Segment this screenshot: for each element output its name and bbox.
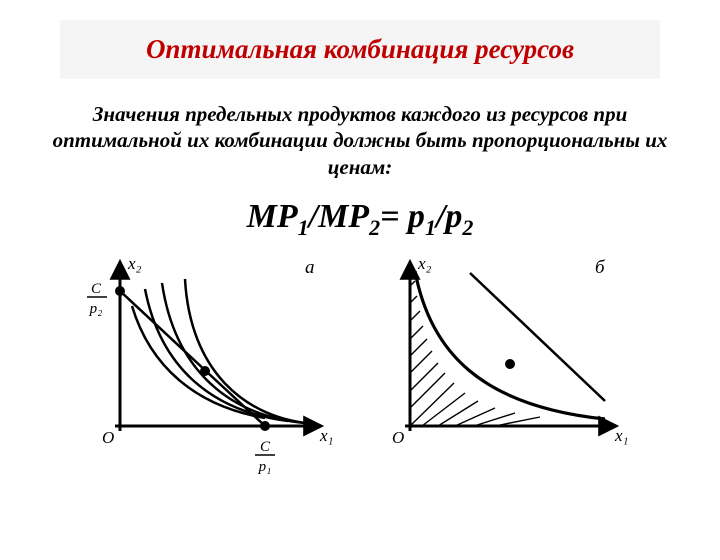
formula-eq: = p [380, 198, 425, 235]
svg-text:O: O [102, 428, 114, 447]
formula-p2: p [445, 198, 462, 235]
svg-text:C: C [260, 439, 271, 455]
formula-psub1: 1 [425, 215, 436, 240]
formula-mp2: MP [318, 198, 369, 235]
svg-text:x₂: x₂ [417, 254, 432, 273]
subtitle-text: Значения предельных продуктов каждого из… [50, 101, 670, 180]
svg-text:б: б [595, 257, 606, 278]
diagram-container: x₂ x₁ Oа Cp₂ Cp₁ x₂ x₁ Oб [80, 251, 640, 491]
page-title: Оптимальная комбинация ресурсов [70, 34, 650, 65]
svg-text:а: а [305, 257, 315, 278]
svg-text:p₁: p₁ [258, 459, 272, 475]
svg-text:x₁: x₁ [614, 426, 628, 445]
svg-text:C: C [91, 281, 102, 297]
formula-sub1: 1 [298, 215, 309, 240]
svg-text:O: O [392, 428, 404, 447]
svg-text:x₂: x₂ [127, 254, 142, 273]
formula: MP1/MP2= p1/p2 [0, 198, 720, 241]
economics-diagram: x₂ x₁ Oа Cp₂ Cp₁ x₂ x₁ Oб [80, 251, 640, 491]
title-container: Оптимальная комбинация ресурсов [60, 20, 660, 79]
formula-psub2: 2 [462, 215, 473, 240]
formula-sub2: 2 [369, 215, 380, 240]
svg-text:p₂: p₂ [89, 301, 103, 317]
svg-text:x₁: x₁ [319, 426, 333, 445]
formula-mp1: MP [247, 198, 298, 235]
